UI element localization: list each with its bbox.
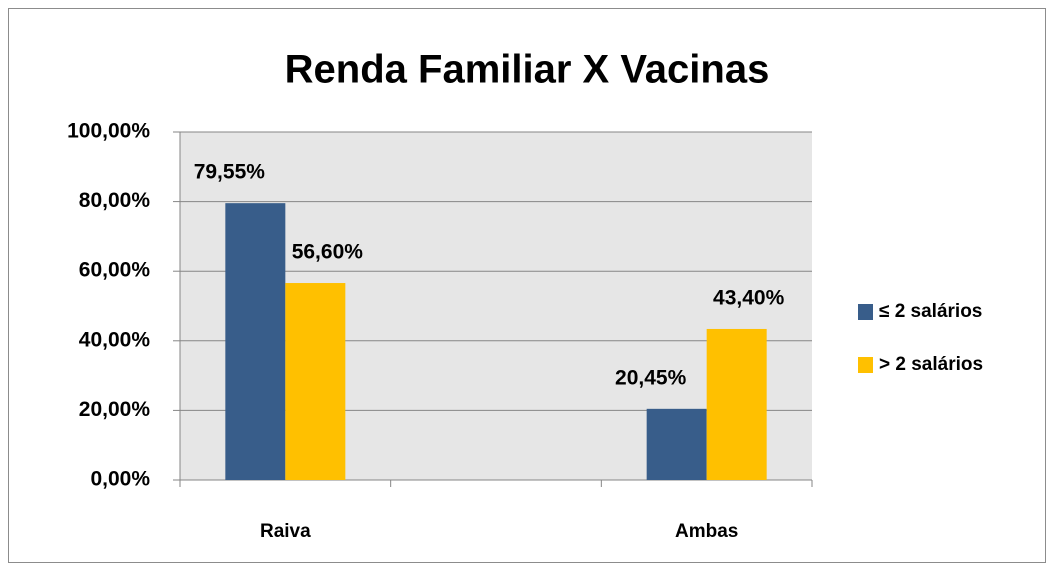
y-tick-label: 80,00%: [79, 189, 151, 212]
legend-label: ≤ 2 salários: [879, 301, 982, 322]
legend-label: > 2 salários: [879, 354, 983, 375]
bar: [706, 328, 767, 480]
y-tick-label: 100,00%: [67, 120, 150, 143]
legend-swatch: [858, 304, 873, 320]
value-label: 56,60%: [292, 241, 364, 264]
value-label: 43,40%: [713, 287, 785, 310]
bar: [225, 203, 286, 480]
value-label: 20,45%: [615, 366, 687, 389]
x-tick-label: Raiva: [260, 521, 311, 542]
y-tick-label: 60,00%: [79, 259, 151, 282]
y-tick-label: 20,00%: [79, 398, 151, 421]
bar: [285, 283, 346, 480]
legend-swatch: [858, 357, 873, 373]
value-label: 79,55%: [194, 161, 266, 184]
y-tick-label: 0,00%: [90, 468, 150, 491]
y-tick-label: 40,00%: [79, 328, 151, 351]
x-tick-label: Ambas: [675, 521, 738, 542]
bar: [646, 408, 707, 480]
chart-title: Renda Familiar X Vacinas: [285, 48, 770, 92]
